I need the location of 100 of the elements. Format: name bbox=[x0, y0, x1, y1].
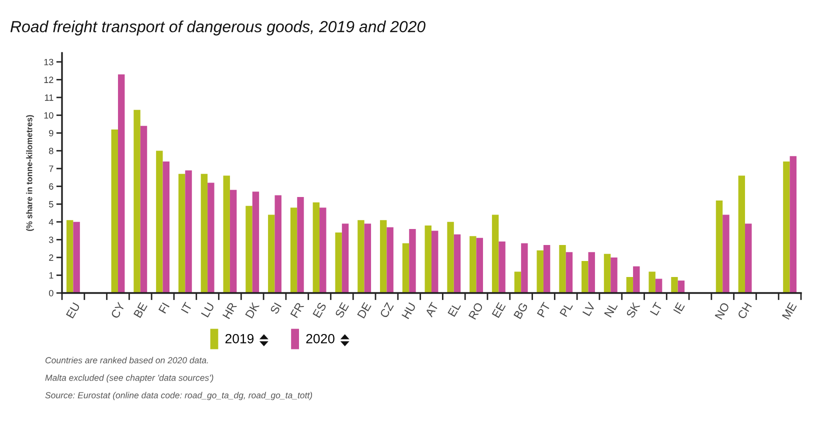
x-tick-label: NO bbox=[714, 302, 730, 320]
x-tick-label: EU bbox=[66, 302, 80, 319]
x-tick-label: HR bbox=[222, 302, 237, 320]
x-tick-label: BE bbox=[134, 302, 148, 318]
y-tick-label: 5 bbox=[49, 201, 54, 208]
legend-label: 2020 bbox=[306, 334, 334, 344]
y-tick-label: 4 bbox=[48, 218, 54, 226]
bar bbox=[335, 232, 342, 293]
bar bbox=[514, 272, 522, 293]
x-tick-label: PT bbox=[536, 302, 551, 318]
y-axis-title: (% share in tonne-kilometres) bbox=[26, 115, 34, 231]
y-tick-label: 3 bbox=[48, 236, 54, 244]
y-tick-label: 9 bbox=[49, 130, 54, 136]
x-tick-label: HU bbox=[402, 302, 416, 320]
bar bbox=[342, 224, 349, 293]
x-tick-label: ME bbox=[782, 302, 797, 320]
bar bbox=[246, 206, 252, 293]
x-tick-label: CY bbox=[110, 302, 126, 319]
x-tick-label: AT bbox=[424, 302, 439, 318]
x-tick-label: LV bbox=[582, 302, 596, 316]
bar bbox=[162, 161, 170, 293]
bar bbox=[185, 170, 192, 293]
bar bbox=[118, 74, 125, 293]
bar bbox=[543, 245, 550, 293]
x-tick-label: EL bbox=[448, 302, 461, 317]
y-tick-label: 12 bbox=[44, 76, 54, 83]
bar bbox=[790, 156, 797, 293]
x-tick-label: FI bbox=[158, 302, 170, 314]
bar bbox=[604, 254, 611, 293]
x-tick-label: DE bbox=[357, 302, 372, 319]
bar bbox=[447, 222, 454, 293]
bar bbox=[134, 110, 140, 293]
bar bbox=[454, 234, 461, 293]
bar bbox=[566, 252, 573, 293]
x-tick-label: EE bbox=[492, 302, 506, 318]
x-tick-label: PL bbox=[560, 302, 573, 317]
text: Malta excluded (see chapter 'data sources') bbox=[45, 374, 214, 383]
bar bbox=[364, 224, 372, 293]
bar bbox=[208, 182, 214, 293]
bar bbox=[380, 220, 387, 293]
bar bbox=[722, 214, 730, 293]
bar bbox=[312, 202, 320, 293]
y-tick-label: 0 bbox=[49, 290, 54, 296]
bar bbox=[648, 272, 656, 293]
source-note: Source: Eurostat (online data code: road_go_ta_dg, road_go_ta_tott) bbox=[45, 392, 312, 400]
x-tick-label: CH bbox=[737, 302, 752, 320]
y-tick-label: 2 bbox=[49, 254, 54, 261]
y-tick-label: 11 bbox=[44, 94, 54, 101]
y-tick-label: 1 bbox=[49, 272, 54, 278]
bar bbox=[738, 176, 746, 293]
x-tick-label: LT bbox=[650, 302, 663, 316]
bar bbox=[783, 161, 790, 293]
bar bbox=[470, 236, 476, 293]
bar bbox=[716, 200, 723, 293]
bar bbox=[297, 197, 304, 293]
chart-title: Road freight transport of dangerous goods, 2019 and 2020 bbox=[10, 20, 426, 36]
bar bbox=[320, 208, 326, 293]
bar bbox=[626, 277, 634, 293]
y-tick-label: 7 bbox=[49, 166, 54, 172]
bar bbox=[178, 174, 186, 293]
bar bbox=[268, 214, 275, 293]
bar bbox=[252, 192, 260, 293]
x-tick-label: FR bbox=[290, 302, 304, 318]
y-tick-label: 6 bbox=[49, 183, 54, 190]
x-tick-label: BG bbox=[513, 302, 528, 320]
text: Countries are ranked based on 2020 data. bbox=[45, 356, 208, 364]
bar bbox=[424, 225, 432, 293]
bar bbox=[745, 224, 752, 293]
x-tick-label: LU bbox=[201, 302, 214, 318]
bar bbox=[432, 230, 438, 293]
bar bbox=[111, 129, 118, 293]
x-tick-label: SI bbox=[270, 302, 282, 315]
bar bbox=[409, 229, 416, 293]
bar bbox=[140, 126, 148, 293]
bar bbox=[521, 243, 528, 293]
bar bbox=[536, 250, 544, 293]
bar bbox=[582, 261, 588, 293]
bar bbox=[559, 245, 566, 293]
x-tick-label: NL bbox=[604, 302, 618, 318]
y-tick-label: 10 bbox=[44, 112, 54, 119]
bar bbox=[476, 238, 484, 293]
bar bbox=[498, 241, 506, 293]
bar bbox=[66, 220, 74, 293]
x-tick-label: SK bbox=[626, 302, 640, 318]
x-tick-label: RO bbox=[468, 302, 484, 320]
bar bbox=[358, 220, 364, 293]
bar bbox=[200, 174, 208, 293]
x-tick-label: IE bbox=[673, 302, 685, 314]
bar bbox=[290, 208, 298, 293]
bar bbox=[678, 280, 685, 293]
bar bbox=[223, 176, 230, 293]
bar bbox=[156, 150, 163, 293]
x-tick-label: ES bbox=[312, 302, 327, 318]
bar bbox=[386, 227, 394, 293]
legend-label: 2019 bbox=[225, 334, 254, 344]
x-tick-label: CZ bbox=[380, 302, 394, 318]
bar bbox=[610, 257, 618, 293]
bar bbox=[492, 214, 499, 293]
bar bbox=[230, 190, 237, 293]
bar bbox=[588, 252, 595, 293]
